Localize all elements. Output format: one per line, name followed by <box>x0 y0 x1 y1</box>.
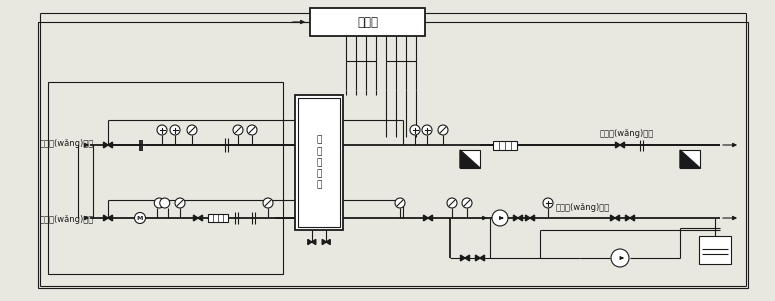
Text: 一次網(wǎng)回水: 一次網(wǎng)回水 <box>40 215 95 224</box>
Polygon shape <box>460 150 480 168</box>
Circle shape <box>447 198 457 208</box>
Polygon shape <box>312 239 315 245</box>
Circle shape <box>247 125 257 135</box>
Circle shape <box>157 125 167 135</box>
Text: 控制器: 控制器 <box>357 15 378 29</box>
Polygon shape <box>423 215 428 221</box>
Circle shape <box>154 198 164 208</box>
Polygon shape <box>194 215 198 221</box>
Bar <box>699 236 731 264</box>
Polygon shape <box>428 215 432 221</box>
Circle shape <box>263 198 273 208</box>
Polygon shape <box>198 215 202 221</box>
Circle shape <box>170 125 180 135</box>
Text: 一次網(wǎng)供水: 一次網(wǎng)供水 <box>40 139 95 148</box>
Polygon shape <box>476 255 480 261</box>
Bar <box>48 82 283 274</box>
Polygon shape <box>615 215 619 221</box>
Polygon shape <box>104 215 108 221</box>
Bar <box>460 150 480 168</box>
Text: 板
式
換
熱
器: 板 式 換 熱 器 <box>316 136 322 189</box>
Polygon shape <box>108 142 112 148</box>
Polygon shape <box>530 215 535 221</box>
Polygon shape <box>630 215 635 221</box>
Circle shape <box>160 198 170 208</box>
Circle shape <box>492 210 508 226</box>
Polygon shape <box>620 142 625 148</box>
Text: 二次網(wǎng)回水: 二次網(wǎng)回水 <box>556 203 610 212</box>
Polygon shape <box>615 142 620 148</box>
Circle shape <box>422 125 432 135</box>
Bar <box>680 150 700 168</box>
Circle shape <box>187 125 197 135</box>
Polygon shape <box>465 255 470 261</box>
Circle shape <box>395 198 405 208</box>
Bar <box>310 8 425 36</box>
Circle shape <box>410 125 420 135</box>
Polygon shape <box>525 215 530 221</box>
Circle shape <box>438 125 448 135</box>
Polygon shape <box>322 239 326 245</box>
Bar <box>208 214 228 222</box>
Text: M: M <box>137 216 143 221</box>
Polygon shape <box>308 239 312 245</box>
Text: 二次網(wǎng)供水: 二次網(wǎng)供水 <box>600 129 654 138</box>
Circle shape <box>175 198 185 208</box>
Polygon shape <box>460 255 465 261</box>
Polygon shape <box>611 215 615 221</box>
Circle shape <box>611 249 629 267</box>
Polygon shape <box>480 255 484 261</box>
Bar <box>38 22 748 288</box>
Polygon shape <box>326 239 330 245</box>
Bar <box>298 98 340 227</box>
Circle shape <box>233 125 243 135</box>
Polygon shape <box>104 142 108 148</box>
Circle shape <box>462 198 472 208</box>
Bar <box>295 95 343 230</box>
Bar <box>493 141 517 150</box>
Polygon shape <box>514 215 518 221</box>
Circle shape <box>135 213 146 224</box>
Polygon shape <box>625 215 630 221</box>
Circle shape <box>543 198 553 208</box>
Polygon shape <box>518 215 522 221</box>
Polygon shape <box>680 150 700 168</box>
Polygon shape <box>108 215 112 221</box>
